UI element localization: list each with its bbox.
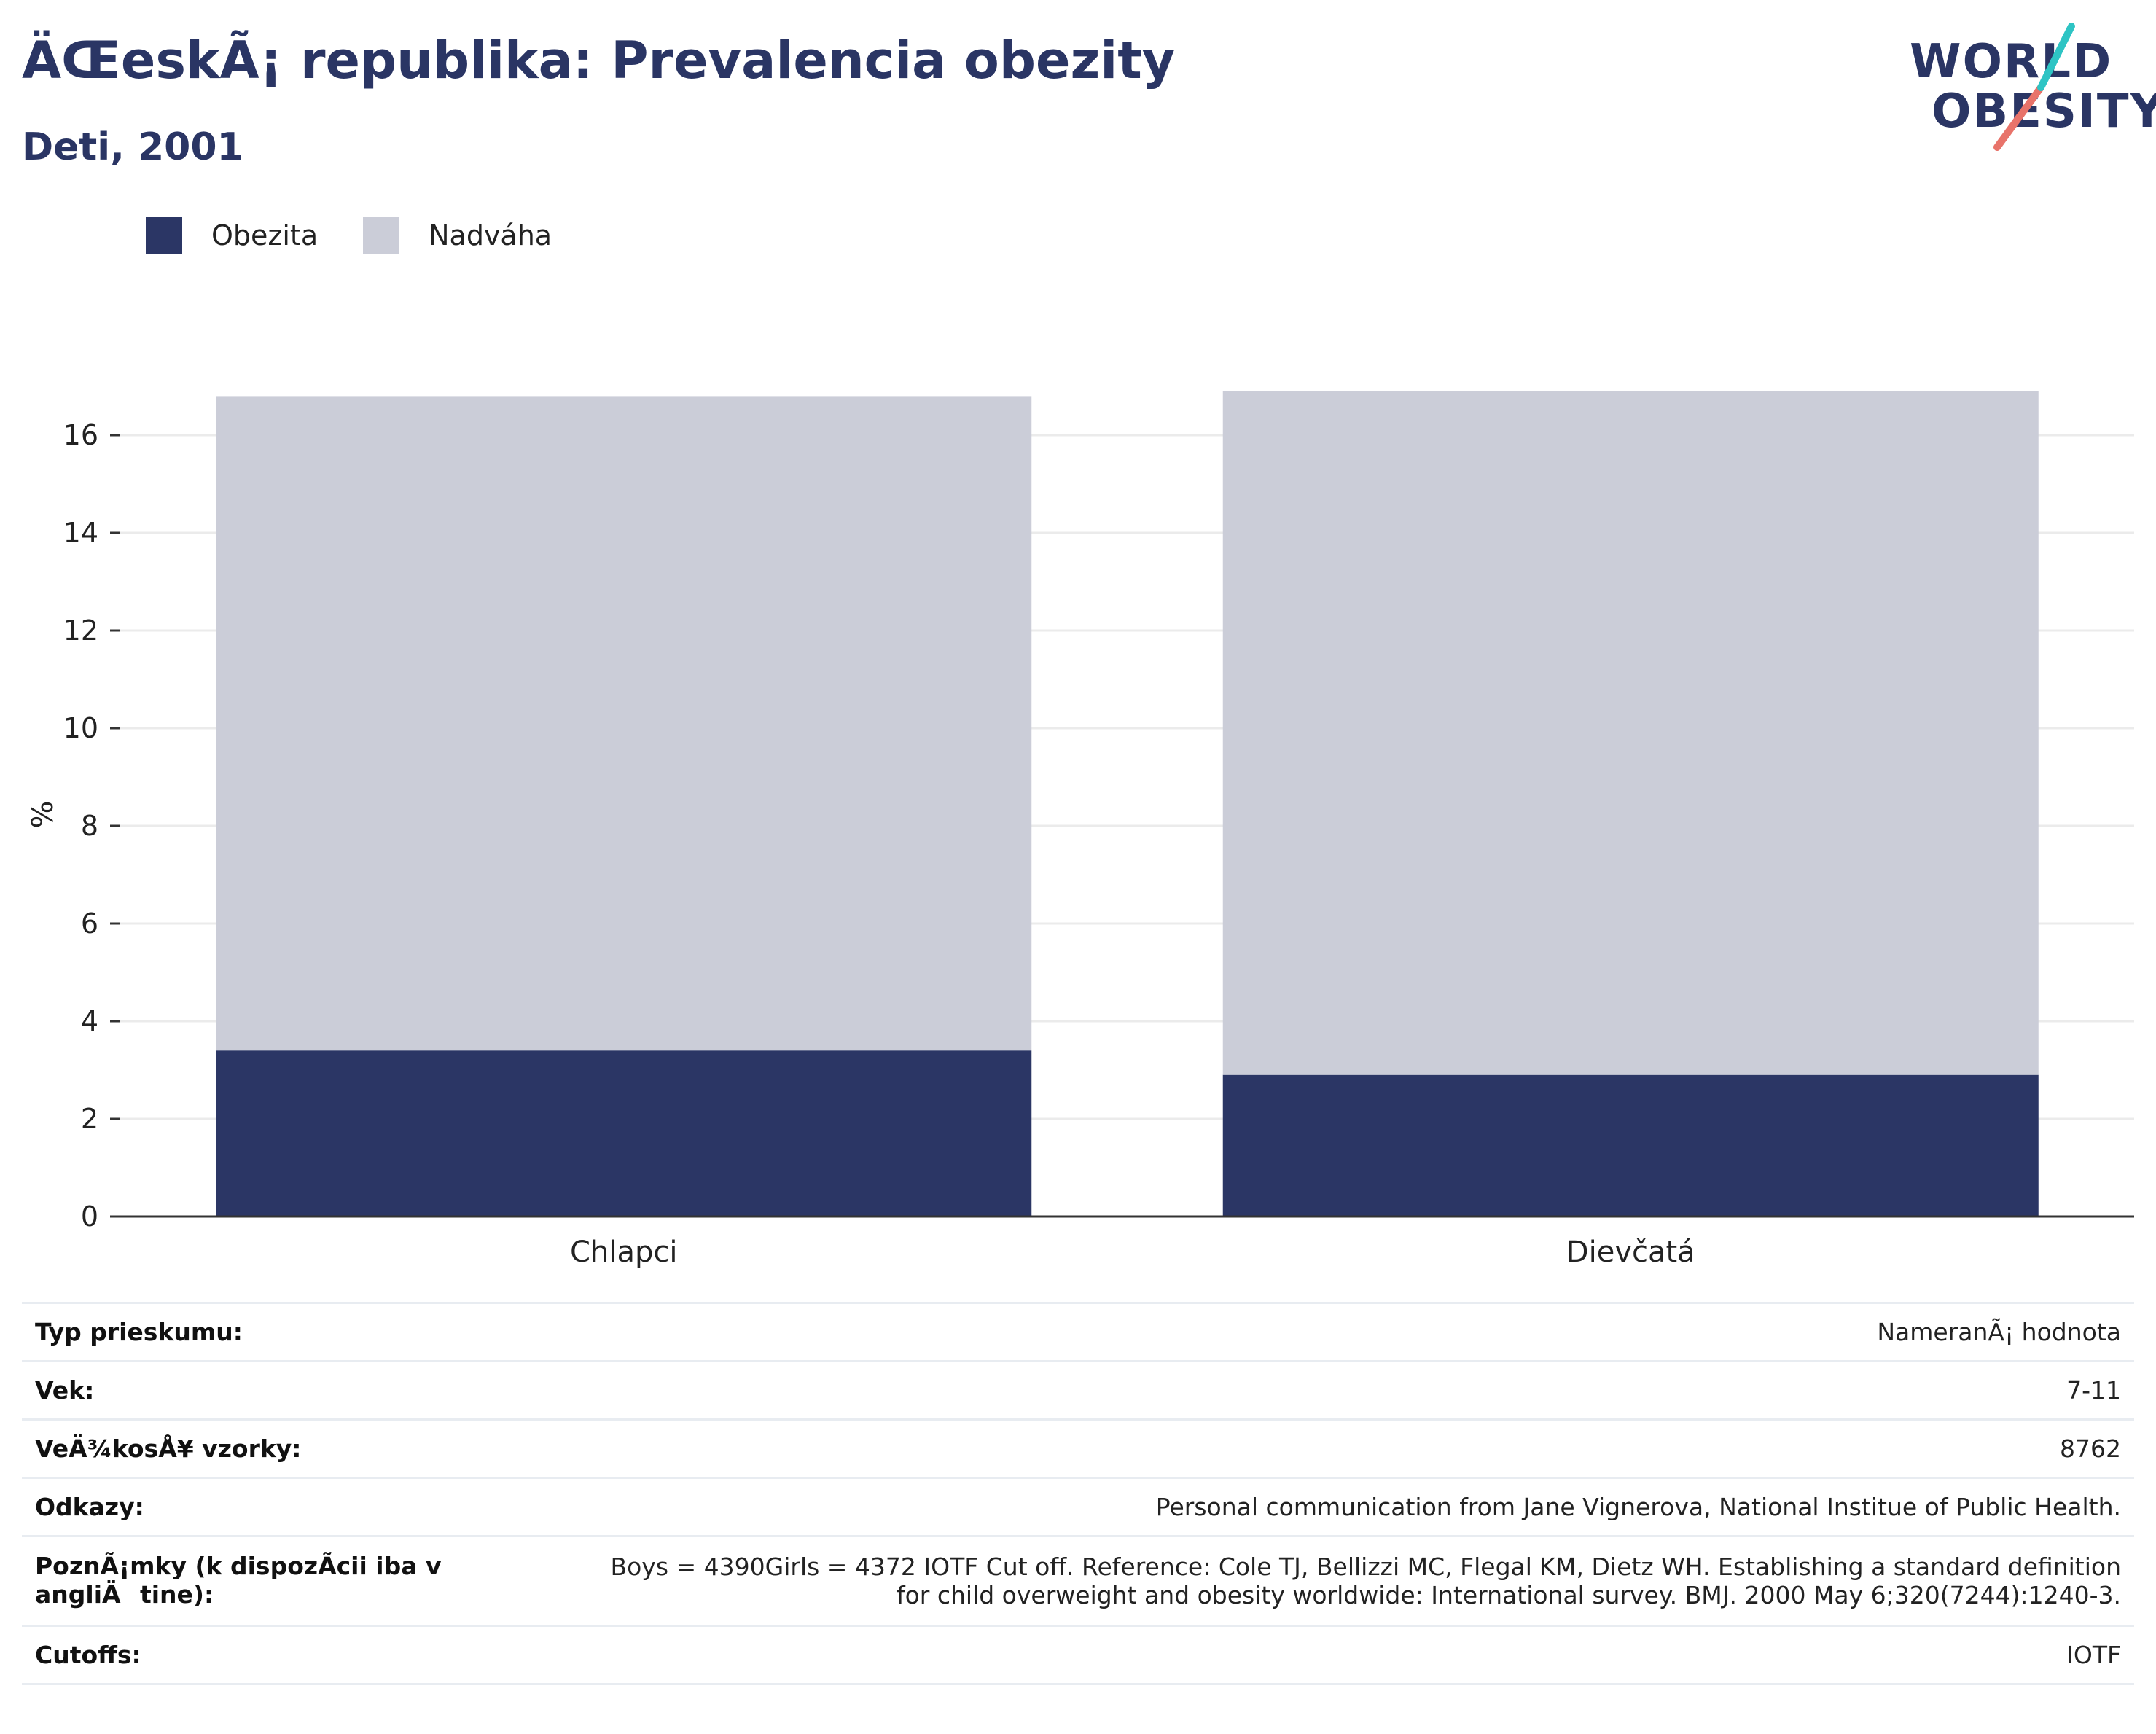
y-tick-label: 4	[81, 1005, 98, 1037]
x-tick-label: Dievčatá	[1566, 1235, 1695, 1269]
legend-label-nadvaha: Nadváha	[429, 219, 552, 251]
info-value: IOTF	[2066, 1641, 2121, 1669]
info-value: Personal communication from Jane Vignero…	[1155, 1493, 2121, 1521]
bar-obezita-chlapci	[216, 1050, 1032, 1216]
info-key: Odkazy:	[35, 1493, 144, 1521]
y-tick-label: 0	[81, 1200, 98, 1233]
info-row-sample-size: VeÄ¾kosÅ¥ vzorky: 8762	[22, 1419, 2134, 1478]
y-tick-label: 10	[63, 712, 98, 744]
bar-nadvaha-dievcata	[1222, 391, 2039, 1075]
stacked-bar-chart: 0 2 4 6 8 10 12 14 16% Chlapci Dievčatá	[26, 391, 2134, 1269]
logo-slash-icon	[1993, 23, 2075, 151]
info-key: Cutoffs:	[35, 1641, 141, 1669]
bar-obezita-dievcata	[1222, 1074, 2039, 1216]
info-value: NameranÃ¡ hodnota	[1877, 1318, 2121, 1346]
info-row-age: Vek: 7-11	[22, 1361, 2134, 1420]
info-key: Vek:	[35, 1376, 95, 1405]
page-subtitle: Deti, 2001	[22, 125, 243, 169]
info-key: PoznÃ¡mky (k dispozÃcii iba v angliÄtin…	[35, 1551, 442, 1609]
x-tick-label: Chlapci	[570, 1235, 677, 1269]
y-tick-label: 16	[63, 419, 98, 451]
y-tick-label: 14	[63, 517, 98, 549]
legend-item-obezita[interactable]: Obezita	[146, 217, 318, 254]
y-tick-label: 2	[81, 1103, 98, 1135]
y-tick-label: 6	[81, 907, 98, 940]
info-value: 8762	[2060, 1434, 2121, 1463]
legend-item-nadvaha[interactable]: Nadváha	[363, 217, 552, 254]
legend-swatch-nadvaha	[363, 217, 400, 254]
chart-legend: Obezita Nadváha	[146, 217, 597, 254]
info-key: VeÄ¾kosÅ¥ vzorky:	[35, 1434, 302, 1463]
page-title: ÄŒeskÃ¡ republika: Prevalencia obezity	[22, 31, 1176, 90]
world-obesity-logo: WORLD OBESITY	[1902, 22, 2156, 153]
info-row-references: Odkazy: Personal communication from Jane…	[22, 1477, 2134, 1536]
info-row-cutoffs: Cutoffs: IOTF	[22, 1625, 2134, 1684]
y-tick-label: 12	[63, 614, 98, 647]
logo-line-1: WORLD	[1910, 35, 2113, 89]
legend-swatch-obezita	[146, 217, 182, 254]
legend-label-obezita: Obezita	[211, 219, 319, 251]
y-tick-label: 8	[81, 810, 98, 842]
info-row-survey-type: Typ prieskumu: NameranÃ¡ hodnota	[22, 1303, 2134, 1362]
survey-info-table: Typ prieskumu: NameranÃ¡ hodnota Vek: 7-…	[22, 1302, 2134, 1685]
info-key: Typ prieskumu:	[35, 1318, 243, 1346]
info-value: Boys = 4390Girls = 4372 IOTF Cut off. Re…	[610, 1553, 2121, 1609]
logo-line-2: OBESITY	[1932, 85, 2156, 138]
info-row-notes: PoznÃ¡mky (k dispozÃcii iba v angliÄtin…	[22, 1536, 2134, 1626]
info-value: 7-11	[2066, 1376, 2121, 1405]
bar-nadvaha-chlapci	[216, 396, 1032, 1051]
y-axis-label: %	[26, 800, 60, 828]
